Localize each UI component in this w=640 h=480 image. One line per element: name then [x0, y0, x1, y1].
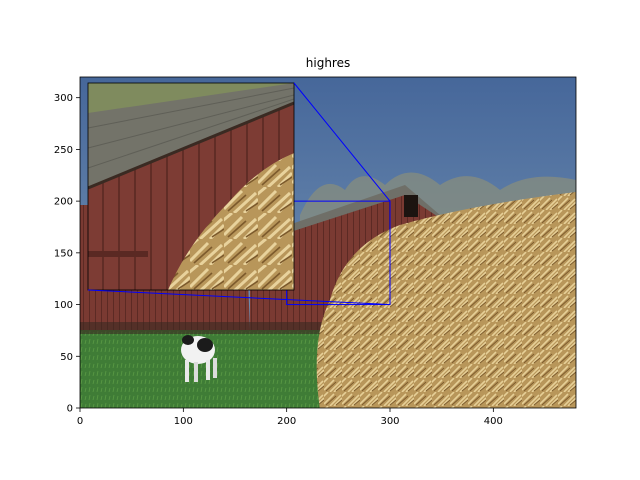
- inset-frame: [87, 82, 295, 291]
- y-tick-label: 100: [54, 300, 73, 311]
- y-tick-label: 50: [60, 352, 73, 363]
- x-axis-ticks: 0 100 200 300 400: [77, 408, 503, 427]
- y-tick-label: 150: [54, 248, 73, 259]
- inset-axes: [87, 82, 295, 291]
- x-tick-label: 100: [174, 416, 193, 427]
- chart-title: highres: [306, 56, 350, 70]
- y-tick-label: 200: [54, 197, 73, 208]
- hay-pile: [316, 192, 576, 408]
- x-tick-label: 0: [77, 416, 83, 427]
- barn-door-dark: [404, 195, 418, 217]
- axes-frame: [79, 76, 577, 409]
- inset-image: [88, 83, 294, 290]
- x-tick-label: 300: [380, 416, 399, 427]
- cow: [181, 335, 217, 382]
- y-tick-label: 250: [54, 145, 73, 156]
- zoom-connector-bottom: [87, 289, 391, 306]
- x-tick-label: 400: [484, 416, 503, 427]
- y-axis-ticks: 0 50 100 150 200 250 300: [54, 93, 80, 415]
- zoom-connector-top: [293, 82, 391, 202]
- y-tick-label: 300: [54, 93, 73, 104]
- x-tick-label: 200: [277, 416, 296, 427]
- barn-shadow: [80, 322, 340, 334]
- y-tick-label: 0: [67, 404, 73, 415]
